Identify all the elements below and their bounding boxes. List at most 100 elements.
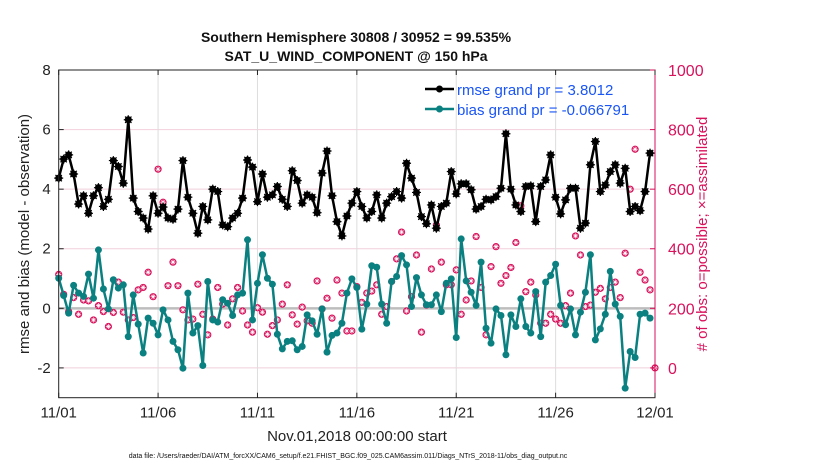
- rmse-point: [282, 201, 292, 211]
- bias-point: [547, 272, 555, 280]
- rmse-point: [79, 191, 89, 201]
- rmse-point: [625, 207, 635, 217]
- bias-point: [219, 296, 227, 304]
- bias-point: [596, 325, 604, 333]
- bias-point: [85, 270, 93, 278]
- bias-point: [641, 309, 649, 317]
- obs-count-point: [462, 296, 470, 304]
- rmse-point: [69, 169, 79, 179]
- bias-point: [412, 274, 420, 282]
- bias-point: [244, 236, 252, 244]
- rmse-point: [431, 223, 441, 233]
- rmse-point: [332, 217, 342, 227]
- rmse-point: [188, 208, 198, 218]
- rmse-point: [247, 162, 257, 172]
- rmse-point: [541, 175, 551, 185]
- rmse-point: [526, 181, 536, 191]
- bias-point: [229, 311, 237, 319]
- rmse-point: [88, 191, 98, 201]
- rmse-point: [252, 197, 262, 207]
- obs-count-point: [293, 320, 301, 328]
- bias-point: [388, 278, 396, 286]
- bias-point: [517, 295, 525, 303]
- obs-count-point: [487, 263, 495, 271]
- rmse-point: [267, 190, 277, 200]
- y-right-tick-label: 800: [668, 123, 695, 140]
- bias-point: [109, 276, 117, 284]
- obs-count-point: [507, 263, 515, 272]
- bias-point: [403, 261, 411, 269]
- bias-point: [199, 362, 207, 370]
- bias-point: [129, 291, 137, 299]
- obs-count-point: [229, 295, 237, 303]
- bias-point: [278, 345, 286, 353]
- obs-count-point: [194, 280, 202, 288]
- legend: rmse grand pr = 3.8012 bias grand pr = -…: [425, 82, 629, 119]
- obs-count-point: [467, 277, 475, 285]
- obs-count-point: [144, 268, 152, 276]
- x-tick-label: 11/11: [240, 405, 275, 422]
- rmse-point: [372, 190, 382, 200]
- rmse-point: [118, 178, 128, 188]
- bias-point: [383, 319, 391, 327]
- y-right-tick-label: 1000: [668, 63, 704, 80]
- rmse-point: [128, 193, 138, 203]
- bias-point: [214, 318, 222, 326]
- y-right-tick-label: 400: [668, 242, 695, 259]
- obs-count-point: [397, 228, 406, 236]
- bias-point: [80, 292, 88, 300]
- rmse-point: [635, 206, 645, 216]
- rmse-point: [337, 231, 347, 241]
- rmse-point: [645, 148, 655, 158]
- rmse-point: [620, 163, 630, 173]
- rmse-point: [138, 213, 148, 223]
- rmse-point: [456, 179, 466, 189]
- bias-point: [581, 288, 589, 296]
- bias-point: [358, 325, 366, 333]
- rmse-point: [556, 209, 566, 219]
- bias-point: [452, 334, 460, 342]
- bias-point: [552, 260, 560, 268]
- bias-point: [263, 274, 271, 282]
- obs-count-point: [566, 289, 575, 297]
- chart-subtitle: SAT_U_WIND_COMPONENT @ 150 hPa: [224, 48, 487, 64]
- bias-point: [378, 300, 386, 308]
- bias-point: [288, 337, 296, 345]
- bias-point: [472, 301, 480, 309]
- obs-count-point: [154, 165, 162, 173]
- bias-point: [65, 309, 73, 317]
- rmse-point: [292, 176, 302, 186]
- bias-point: [303, 311, 311, 319]
- y-tick-label: 2: [42, 241, 50, 258]
- bias-point: [527, 329, 535, 337]
- obs-count-point: [502, 271, 510, 280]
- obs-count-point: [109, 308, 117, 317]
- rmse-point: [352, 187, 362, 197]
- obs-count-point: [164, 282, 172, 290]
- bias-point: [442, 279, 450, 287]
- rmse-point: [153, 208, 163, 218]
- rmse-point: [322, 146, 332, 156]
- bias-point: [144, 314, 152, 322]
- bias-point: [373, 263, 381, 271]
- obs-count-point: [492, 243, 500, 251]
- bias-point: [353, 283, 361, 291]
- bias-point: [318, 305, 326, 313]
- rmse-point: [178, 156, 188, 166]
- obs-count-point: [169, 258, 177, 266]
- bias-line: [57, 237, 651, 390]
- rmse-point: [546, 150, 556, 160]
- rmse-point: [426, 200, 436, 210]
- obs-count-point: [472, 232, 480, 241]
- rmse-point: [297, 198, 307, 208]
- obs-count-point: [74, 310, 83, 318]
- rmse-point: [98, 201, 108, 211]
- y-tick-label: 8: [42, 62, 50, 79]
- rmse-point: [133, 207, 143, 217]
- rmse-point: [93, 183, 103, 193]
- obs-count-point: [412, 251, 421, 259]
- rmse-point: [367, 207, 377, 217]
- rmse-point: [342, 211, 352, 221]
- bias-point: [60, 292, 68, 300]
- bias-point: [174, 346, 182, 354]
